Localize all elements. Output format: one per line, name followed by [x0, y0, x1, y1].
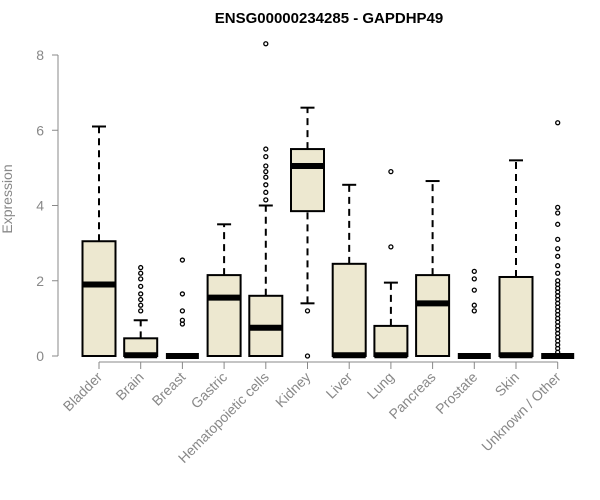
box-kidney — [290, 106, 325, 359]
outlier-point — [179, 317, 186, 323]
outlier-point — [555, 246, 561, 252]
outlier-point — [263, 163, 269, 169]
outlier-point — [263, 197, 269, 203]
outlier-point — [263, 174, 269, 180]
outlier-point — [179, 257, 186, 263]
outlier-point — [263, 41, 269, 47]
box-body — [498, 275, 534, 357]
outlier-point — [555, 278, 561, 284]
x-tick-label: Brain — [112, 369, 146, 403]
box-body — [331, 262, 367, 358]
chart-title: ENSG00000234285 - GAPDHP49 — [215, 10, 443, 27]
plot-area — [81, 41, 575, 359]
box-hematopoietic-cells — [248, 41, 284, 357]
x-tick-label: Breast — [149, 369, 189, 409]
box-gastric — [206, 223, 242, 358]
x-tick-label: Skin — [492, 369, 523, 400]
y-axis-label: Expression — [0, 164, 15, 233]
outlier-point — [471, 276, 477, 282]
x-tick-label: Unknown / Other — [478, 369, 564, 455]
box-body — [290, 148, 325, 213]
outlier-point — [263, 189, 269, 195]
outlier-point — [263, 182, 269, 188]
y-tick-label: 0 — [36, 348, 44, 364]
y-tick-label: 4 — [36, 198, 44, 214]
outlier-point — [471, 308, 477, 314]
y-tick-label: 2 — [36, 273, 44, 289]
outlier-point — [555, 263, 561, 269]
box-skin — [498, 159, 534, 359]
y-tick-label: 8 — [36, 47, 44, 63]
box-brain — [123, 264, 159, 359]
x-tick-label: Lung — [364, 369, 397, 402]
x-tick-label: Bladder — [60, 369, 106, 415]
outlier-point — [471, 302, 477, 308]
outlier-point — [138, 296, 144, 303]
outlier-point — [555, 210, 561, 216]
box-body — [373, 324, 409, 357]
outlier-point — [138, 276, 144, 282]
outlier-point — [138, 270, 144, 276]
outlier-point — [555, 204, 561, 211]
x-tick-label: Kidney — [272, 369, 314, 411]
outlier-point — [555, 120, 561, 126]
outlier-point — [138, 302, 144, 308]
outlier-point — [179, 291, 186, 297]
y-tick-label: 6 — [36, 122, 44, 138]
outlier-point — [304, 353, 311, 359]
outlier-point — [138, 308, 144, 314]
box-unknown-other — [541, 120, 575, 359]
x-tick-label: Liver — [323, 369, 356, 402]
box-body — [81, 240, 117, 357]
outlier-point — [471, 287, 477, 293]
outlier-point — [555, 253, 561, 259]
outlier-point — [263, 146, 269, 152]
outlier-point — [138, 291, 144, 297]
outlier-point — [304, 308, 311, 314]
outlier-point — [555, 270, 561, 276]
outlier-point — [138, 264, 144, 271]
box-breast — [165, 257, 199, 359]
outlier-point — [555, 221, 561, 227]
outlier-point — [555, 236, 561, 243]
outlier-point — [179, 308, 186, 314]
box-prostate — [457, 268, 491, 359]
outlier-point — [263, 168, 269, 175]
x-tick-label: Prostate — [432, 369, 480, 417]
outlier-point — [388, 168, 394, 175]
outlier-point — [388, 244, 394, 250]
box-body — [206, 274, 242, 358]
box-pancreas — [415, 180, 451, 358]
box-liver — [331, 183, 367, 359]
box-body — [415, 274, 451, 358]
box-bladder — [81, 125, 117, 357]
box-lung — [373, 168, 409, 359]
outlier-point — [471, 268, 477, 274]
outlier-point — [263, 153, 269, 160]
outlier-point — [138, 283, 144, 290]
y-axis: 0 2 4 6 8 — [36, 47, 59, 364]
